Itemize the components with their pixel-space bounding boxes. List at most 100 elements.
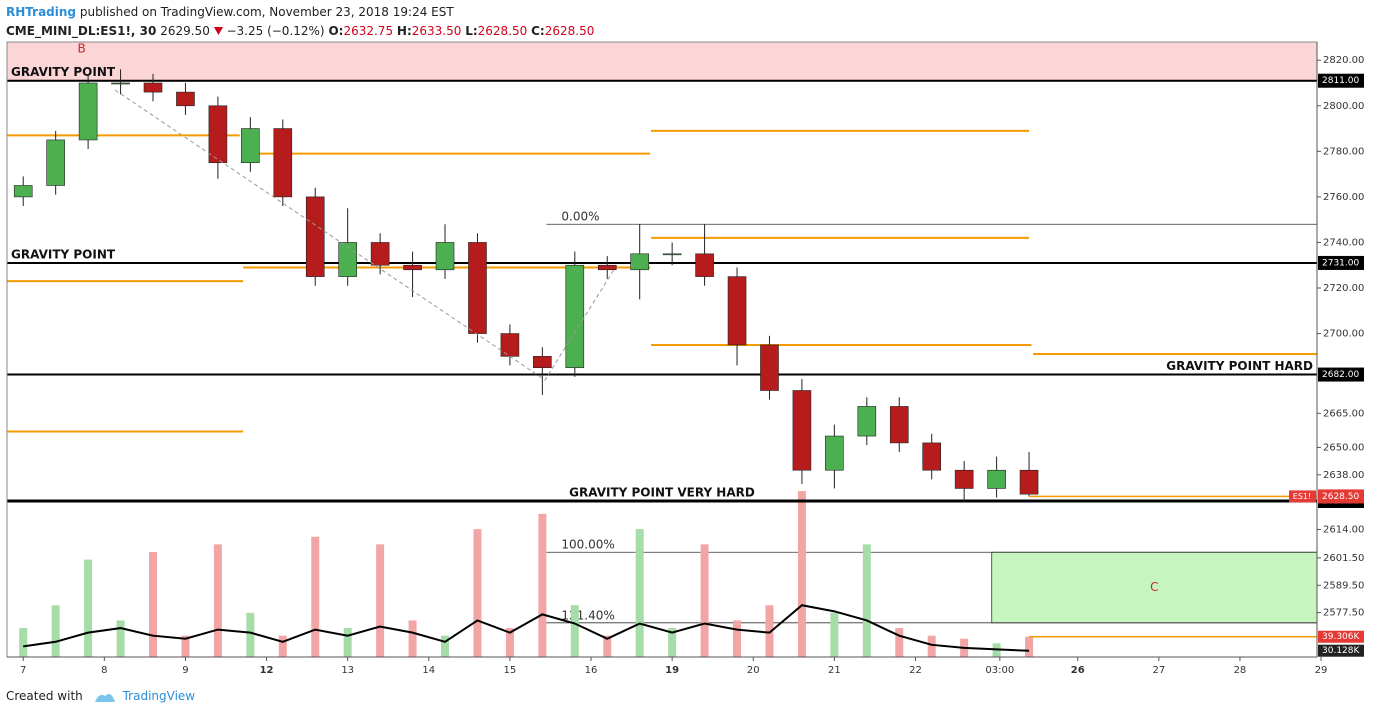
volume-bar [376,544,385,657]
x-tick-label: 26 [1071,665,1085,676]
author[interactable]: RHTrading [6,5,77,19]
candle-body [208,105,228,164]
high: 2633.50 [411,24,462,38]
brand[interactable]: TradingView [122,689,196,703]
close: 2628.50 [544,24,595,38]
y-tick-label: 2820.00 [1323,55,1364,66]
change: −3.25 (−0.12%) [226,24,325,38]
candle-body [825,435,844,471]
x-tick-label: 16 [585,665,598,676]
volume-bar [51,605,60,657]
volume-badge-label: 30.128K [1322,646,1360,656]
low: 2628.50 [477,24,528,38]
l-label: L: [465,24,478,38]
symbol-badge-label: ES1! [1293,492,1311,501]
gravity-label: GRAVITY POINT VERY HARD [569,485,755,499]
y-tick-label: 2720.00 [1323,283,1364,294]
candle-body [857,406,877,437]
volume-bar [246,612,255,657]
volume-bar [570,605,579,657]
volume-bar [603,635,612,657]
x-tick-label: 29 [1315,665,1328,676]
candle-body [468,242,487,334]
x-tick-label: 27 [1152,665,1165,676]
candle-body [1019,469,1039,495]
candle-body [46,139,65,186]
candle-body [792,390,812,471]
candle-body [370,242,390,266]
volume-bar [927,635,936,657]
candle-body [241,128,260,164]
volume-badge [1318,644,1364,657]
volume-bar [408,620,417,657]
target-zone [991,551,1318,624]
o-label: O: [328,24,344,38]
x-tick-label: 12 [260,665,274,676]
volume-bar [830,612,839,657]
level-badge [1318,73,1364,88]
x-tick-label: 03:00 [985,665,1014,676]
candle-body [889,406,909,444]
volume-bar [700,544,709,657]
candle-body [727,276,747,346]
chart: C 0.00% 100.00% 121.40% GRAVITY POINT GRAVITY… [6,41,1364,676]
y-tick-label: 2760.00 [1323,192,1364,203]
gravity-label: GRAVITY POINT [11,247,116,261]
gravity-label: GRAVITY POINT HARD [1166,359,1313,373]
price-badge-label: 2628.50 [1322,492,1359,502]
candle-body [533,356,552,369]
volume-bar [797,491,806,657]
x-tick-label: 7 [20,665,26,676]
fib-label: 100.00% [561,538,614,552]
volume-bar [278,635,287,657]
x-tick-label: 28 [1234,665,1247,676]
volume-bar [668,628,677,657]
candle-body [565,264,585,369]
candle-body [954,469,974,489]
candle-body [922,442,942,471]
y-tick-label: 2650.00 [1323,442,1364,453]
volume-bar [635,529,644,657]
volume-bar [895,628,904,657]
c-label: C: [531,24,545,38]
candle-body [13,185,33,198]
volume-bar [505,628,514,657]
x-tick-label: 22 [909,665,922,676]
header-line-2: CME_MINI_DL:ES1!, 30 2629.50 −3.25 (−0.1… [6,22,594,41]
volume-bar [311,536,320,657]
x-tick-label: 14 [422,665,435,676]
price: 2629.50 [160,24,210,38]
volume-bar [473,529,482,657]
candle-body [500,333,520,357]
volume-badge-label: 39.306K [1322,632,1360,642]
candle-body [760,344,779,391]
x-tick-label: 21 [828,665,841,676]
candle-body [338,242,357,277]
brand-icon [94,693,115,702]
candle-body [176,91,195,107]
published: published on TradingView.com, November 2… [79,5,454,19]
level-badge-label: 2731.00 [1322,258,1359,268]
open: 2632.75 [343,24,394,38]
volume-bar [733,620,742,657]
point-marker: B [78,41,86,55]
volume-bar [19,628,28,657]
y-tick-label: 2614.00 [1323,524,1364,535]
candle-body [435,242,455,271]
y-tick-label: 2740.00 [1323,237,1364,248]
y-tick-label: 2601.50 [1323,553,1364,564]
x-tick-label: 8 [101,665,107,676]
x-tick-label: 13 [341,665,354,676]
y-tick-label: 2589.50 [1323,580,1364,591]
fib-label: 121.40% [561,608,614,622]
y-tick-label: 2665.00 [1323,408,1364,419]
y-tick-label: 2700.00 [1323,329,1364,340]
candle-body [111,82,130,85]
y-tick-label: 2577.50 [1323,608,1364,619]
candle-body [597,264,617,271]
candle-body [273,128,293,198]
x-tick-label: 20 [747,665,760,676]
volume-bar [538,513,547,657]
volume-bar [149,551,158,657]
h-label: H: [396,24,412,38]
